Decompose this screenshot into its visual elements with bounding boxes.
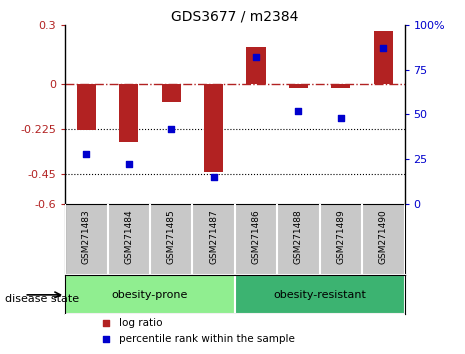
Text: GSM271487: GSM271487 xyxy=(209,210,218,264)
Text: GSM271485: GSM271485 xyxy=(166,210,176,264)
Bar xyxy=(65,275,235,314)
Text: obesity-resistant: obesity-resistant xyxy=(273,290,366,300)
Bar xyxy=(332,85,351,88)
Title: GDS3677 / m2384: GDS3677 / m2384 xyxy=(171,10,299,24)
Bar xyxy=(162,85,181,102)
Point xyxy=(252,54,260,60)
Point xyxy=(167,126,175,131)
Bar xyxy=(77,85,96,130)
Bar xyxy=(235,275,405,314)
Point xyxy=(102,320,110,325)
Text: GSM271489: GSM271489 xyxy=(336,210,345,264)
Bar xyxy=(246,47,266,85)
Point xyxy=(210,174,217,180)
Bar xyxy=(119,85,138,142)
Text: GSM271483: GSM271483 xyxy=(82,210,91,264)
Text: obesity-prone: obesity-prone xyxy=(112,290,188,300)
Point xyxy=(102,336,110,342)
Text: percentile rank within the sample: percentile rank within the sample xyxy=(120,334,295,344)
Text: disease state: disease state xyxy=(5,294,79,304)
Text: GSM271490: GSM271490 xyxy=(379,210,388,264)
Bar xyxy=(204,85,223,172)
Text: GSM271486: GSM271486 xyxy=(252,210,260,264)
Point xyxy=(337,115,345,121)
Point xyxy=(295,108,302,114)
Point xyxy=(379,45,387,51)
Bar xyxy=(289,85,308,88)
Bar xyxy=(374,31,393,85)
Point xyxy=(83,151,90,156)
Text: log ratio: log ratio xyxy=(120,318,163,327)
Text: GSM271488: GSM271488 xyxy=(294,210,303,264)
Point xyxy=(125,161,133,167)
Text: GSM271484: GSM271484 xyxy=(124,210,133,264)
